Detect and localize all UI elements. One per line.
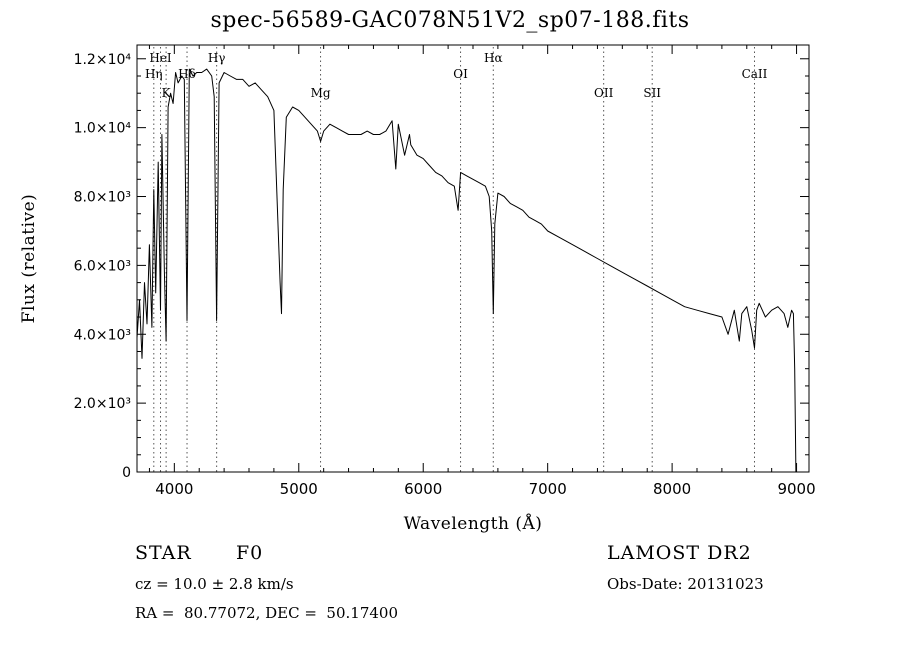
spectrum-line	[136, 68, 797, 473]
survey-release: LAMOST DR2	[607, 542, 752, 564]
x-axis-title: Wavelength (Å)	[404, 513, 543, 534]
y-tick-label: 1.2×10⁴	[74, 52, 132, 68]
spectral-line-label: CaII	[742, 67, 768, 81]
spectral-subclass: F0	[236, 542, 264, 564]
x-tick-label: 8000	[653, 480, 691, 498]
y-tick-label: 0	[122, 465, 131, 481]
x-tick-label: 4000	[155, 480, 193, 498]
spectral-line-label: Hδ	[178, 67, 196, 81]
spectral-line-label: Hα	[484, 51, 503, 65]
sky-coordinates: RA = 80.77072, DEC = 50.17400	[135, 604, 399, 622]
spectral-line-label: OII	[594, 86, 614, 100]
spectral-line-label: Mg	[311, 86, 331, 100]
x-tick-label: 6000	[404, 480, 442, 498]
y-tick-label: 2.0×10³	[74, 396, 131, 412]
chart-title: spec-56589-GAC078N51V2_sp07-188.fits	[210, 8, 690, 33]
y-tick-label: 8.0×10³	[74, 190, 131, 206]
y-axis-title: Flux (relative)	[19, 194, 39, 324]
plot-frame	[136, 44, 810, 473]
object-type: STAR	[135, 542, 192, 564]
spectral-line-label: Hη	[145, 67, 163, 81]
spectral-line-label: Hγ	[208, 51, 226, 65]
x-tick-label: 9000	[777, 480, 815, 498]
x-tick-label: 5000	[280, 480, 318, 498]
spectral-line-label: K	[162, 86, 172, 100]
y-tick-label: 4.0×10³	[74, 327, 131, 343]
spectral-line-label: HeI	[149, 51, 172, 65]
y-tick-label: 6.0×10³	[74, 258, 131, 274]
spectral-line-label: SII	[643, 86, 661, 100]
x-tick-label: 7000	[529, 480, 567, 498]
observation-date: Obs-Date: 20131023	[607, 575, 764, 593]
spectral-line-label: OI	[453, 67, 468, 81]
y-tick-label: 1.0×10⁴	[74, 121, 132, 137]
redshift-velocity: cz = 10.0 ± 2.8 km/s	[135, 575, 294, 593]
